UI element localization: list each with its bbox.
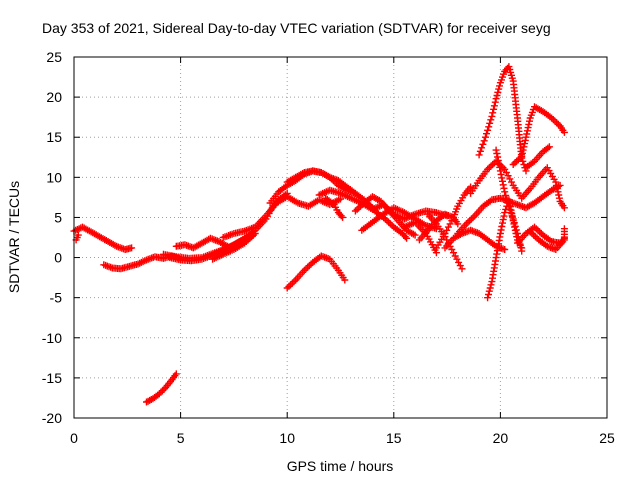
series-arc-14	[322, 194, 347, 221]
y-tick-label: 10	[46, 169, 62, 185]
marker-path	[219, 193, 344, 241]
series-arc-8	[209, 230, 259, 263]
x-axis-label: GPS time / hours	[287, 458, 394, 474]
marker-path	[283, 252, 349, 292]
marker-path	[522, 143, 553, 172]
marker-path	[475, 63, 530, 175]
series-arc-2	[72, 231, 82, 244]
x-tick-label: 25	[599, 430, 615, 446]
y-tick-label: 0	[54, 250, 62, 266]
data-layer	[70, 63, 568, 406]
y-tick-label: -5	[50, 290, 63, 306]
marker-path	[509, 103, 568, 168]
y-axis-label: SDTVAR / TECUs	[6, 181, 22, 293]
x-tick-label: 5	[177, 430, 185, 446]
y-tick-label: 5	[54, 209, 62, 225]
marker-path	[72, 231, 82, 244]
series-arc-24	[467, 157, 568, 212]
series-arc-1	[70, 223, 136, 253]
series-arc-25	[475, 63, 530, 175]
x-tick-label: 15	[386, 430, 402, 446]
marker-path	[70, 223, 136, 253]
marker-path	[526, 225, 568, 253]
series-arc-31	[526, 225, 568, 253]
marker-path	[209, 230, 259, 263]
series-arc-29	[522, 143, 553, 172]
marker-path	[322, 194, 347, 221]
y-tick-label: -10	[42, 330, 62, 346]
series-arc-12	[283, 252, 349, 292]
y-tick-label: -15	[42, 370, 62, 386]
x-axis: 0 5 10 15 20 25	[70, 57, 615, 446]
marker-path	[172, 234, 231, 252]
series-arc-21	[432, 183, 475, 252]
chart-title: Day 353 of 2021, Sidereal Day-to-day VTE…	[42, 20, 551, 36]
marker-path	[143, 370, 180, 406]
y-tick-label: 20	[46, 89, 62, 105]
x-tick-label: 10	[279, 430, 295, 446]
marker-path	[467, 157, 568, 212]
x-tick-label: 0	[70, 430, 78, 446]
series-arc-9	[219, 193, 344, 241]
grid	[74, 57, 607, 418]
series-arc-28	[509, 103, 568, 168]
y-axis: -20 -15 -10 -5 0 5 10 15 20 25	[42, 49, 607, 426]
x-tick-label: 20	[493, 430, 509, 446]
plot-frame	[73, 56, 608, 419]
y-tick-label: 25	[46, 49, 62, 65]
marker-path	[432, 183, 475, 252]
y-tick-label: 15	[46, 129, 62, 145]
y-tick-label: -20	[42, 410, 62, 426]
series-arc-5	[172, 234, 231, 252]
series-arc-4	[143, 370, 180, 406]
